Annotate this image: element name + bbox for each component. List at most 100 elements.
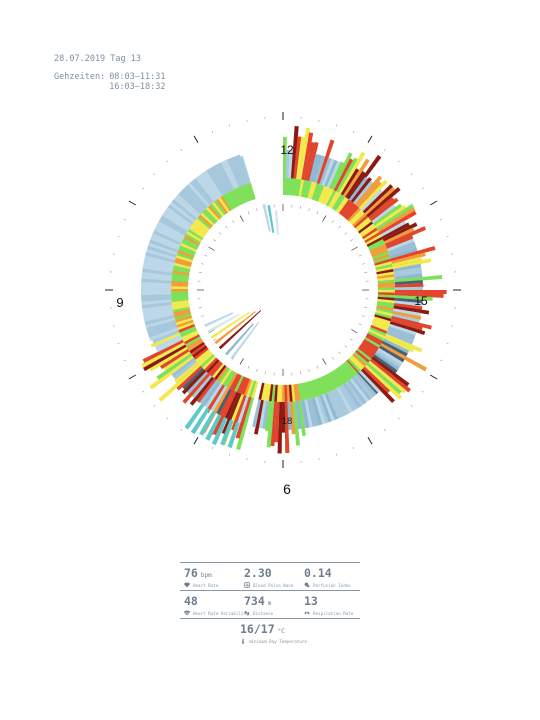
radial-bar <box>142 304 173 312</box>
inner-clock-tick <box>218 232 222 235</box>
radial-bar <box>159 348 190 370</box>
radial-bar <box>171 272 190 278</box>
radial-bar <box>372 253 390 262</box>
clock-tick <box>397 417 400 420</box>
radial-bar <box>381 340 408 357</box>
radial-bar <box>248 182 256 200</box>
clock-tick <box>142 390 145 393</box>
radial-bar <box>376 271 394 277</box>
radial-bar <box>388 244 417 257</box>
radial-bar <box>302 180 310 198</box>
radial-bar <box>141 301 172 309</box>
radial-bar <box>344 204 358 219</box>
clock-tick <box>180 428 183 431</box>
radial-bar <box>394 283 424 288</box>
radial-bar <box>324 159 338 187</box>
radial-bar <box>333 158 354 192</box>
radial-bar <box>196 350 212 364</box>
radial-bar <box>369 327 387 337</box>
stats-row-2: 48 Heart Rate Variability 734 m Distance … <box>180 591 360 618</box>
radial-bar <box>378 345 405 363</box>
radial-bar <box>196 216 212 230</box>
footsteps-icon <box>244 610 250 616</box>
radial-bar <box>224 391 240 420</box>
radial-bar <box>353 351 369 365</box>
radial-bar <box>322 375 332 393</box>
radial-bar <box>273 384 278 402</box>
clock-tick <box>228 453 231 456</box>
radial-bar <box>374 352 400 371</box>
clock-tick <box>397 160 400 163</box>
inner-clock-tick <box>364 271 368 274</box>
radial-bar <box>217 162 235 191</box>
divider <box>180 562 360 563</box>
radial-bar <box>198 352 214 366</box>
radial-bar <box>394 286 423 291</box>
radial-bar <box>391 256 423 267</box>
inner-spike <box>262 203 271 232</box>
radial-bar <box>288 150 294 179</box>
radial-bar <box>350 177 372 203</box>
radial-bar <box>227 421 240 449</box>
radial-bar <box>344 360 358 376</box>
radial-bar <box>377 276 395 282</box>
radial-bar <box>180 328 197 338</box>
radial-bar <box>293 136 302 179</box>
radial-bar <box>369 358 411 393</box>
inner-clock-tick <box>351 329 358 334</box>
stat-value: 16/17 <box>240 622 275 636</box>
radial-bar <box>347 358 361 373</box>
inner-spike <box>225 323 254 356</box>
radial-bar <box>385 226 427 247</box>
radial-bar <box>316 139 335 185</box>
radial-bar <box>192 345 208 358</box>
radial-bar <box>329 161 345 190</box>
radial-bar <box>319 394 332 423</box>
radial-bar <box>145 317 176 329</box>
radial-bar <box>176 319 194 328</box>
radial-bar <box>224 193 236 210</box>
stat-label: Heart Rate <box>193 582 219 588</box>
radial-bar <box>392 258 432 270</box>
radial-bar <box>193 347 209 360</box>
radial-bar <box>286 384 291 402</box>
radial-bar <box>233 188 244 205</box>
radial-bar <box>394 273 423 280</box>
radial-bar <box>173 359 198 380</box>
radial-bar <box>264 401 272 432</box>
radial-bar <box>173 265 191 272</box>
radial-bar <box>374 204 407 228</box>
radial-bar <box>367 331 384 342</box>
radial-bar <box>143 261 174 271</box>
radial-bar <box>392 310 422 320</box>
radial-bar <box>178 191 203 215</box>
radial-bar <box>150 236 180 251</box>
radial-bar <box>340 200 354 216</box>
radial-bar <box>190 180 213 206</box>
radial-bar <box>171 280 189 285</box>
radial-bar <box>191 374 213 399</box>
radial-bar <box>369 197 399 222</box>
inner-clock-tick <box>351 246 358 251</box>
radial-bar <box>202 355 217 370</box>
radial-bar <box>369 243 387 254</box>
inner-spike <box>214 311 256 345</box>
stat-distance: 734 m Distance <box>240 591 300 618</box>
clock-tick <box>352 130 355 133</box>
radial-bar <box>391 252 426 265</box>
radial-bar <box>311 154 323 183</box>
radial-bar <box>204 357 218 372</box>
radial-bar <box>382 222 418 242</box>
radial-bar <box>362 366 391 394</box>
radial-bar <box>263 383 269 401</box>
clock-tick <box>410 173 413 176</box>
radial-bar <box>363 338 379 351</box>
radial-bar <box>154 226 183 243</box>
header: 28.07.2019 Tag 13 Gehzeiten: 08:03–11:31… <box>54 54 165 92</box>
radial-bar <box>376 269 394 275</box>
radial-bar <box>146 319 176 332</box>
clock-tick <box>429 200 438 206</box>
radial-bar <box>162 212 190 232</box>
radial-bar <box>157 221 186 239</box>
lungs-icon <box>304 611 310 615</box>
